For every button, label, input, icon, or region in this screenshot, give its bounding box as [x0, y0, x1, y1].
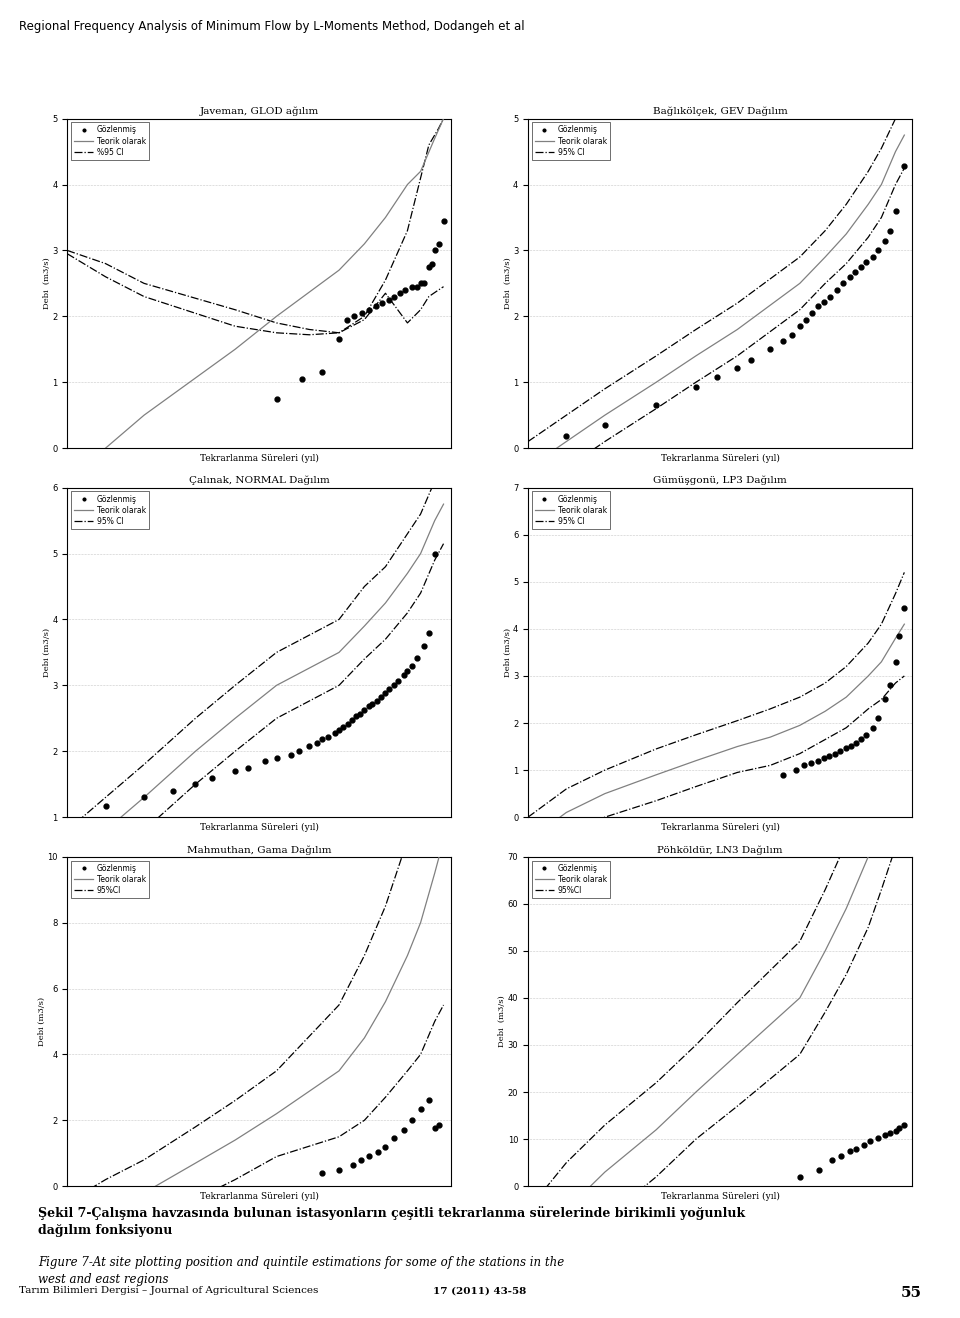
X-axis label: Tekrarlanma Süreleri (yıl): Tekrarlanma Süreleri (yıl) [660, 453, 780, 463]
X-axis label: Tekrarlanma Süreleri (yıl): Tekrarlanma Süreleri (yıl) [200, 1191, 319, 1201]
Title: Gümüşgonü, LP3 Dağılım: Gümüşgonü, LP3 Dağılım [653, 476, 787, 485]
Title: Javeman, GLOD ağılım: Javeman, GLOD ağılım [200, 107, 319, 116]
Text: Figure 7-At site plotting position and quintile estimations for some of the stat: Figure 7-At site plotting position and q… [38, 1256, 564, 1286]
Text: Şekil 7-Çalışma havzasında bulunan istasyonların çeşitli tekrarlanma sürelerinde: Şekil 7-Çalışma havzasında bulunan istas… [38, 1206, 746, 1236]
Title: Çalınak, NORMAL Dağılım: Çalınak, NORMAL Dağılım [189, 476, 329, 485]
Text: Regional Frequency Analysis of Minimum Flow by L-Moments Method, Dodangeh et al: Regional Frequency Analysis of Minimum F… [19, 20, 525, 33]
X-axis label: Tekrarlanma Süreleri (yıl): Tekrarlanma Süreleri (yıl) [200, 822, 319, 832]
Y-axis label: Debi  (m3/s): Debi (m3/s) [498, 995, 506, 1048]
Legend: Gözlenmiş, Teorik olarak, 95%CI: Gözlenmiş, Teorik olarak, 95%CI [71, 861, 149, 898]
X-axis label: Tekrarlanma Süreleri (yıl): Tekrarlanma Süreleri (yıl) [200, 453, 319, 463]
Y-axis label: Debi (m3/s): Debi (m3/s) [42, 627, 51, 677]
Y-axis label: Debi (m3/s): Debi (m3/s) [37, 996, 45, 1046]
X-axis label: Tekrarlanma Süreleri (yıl): Tekrarlanma Süreleri (yıl) [660, 822, 780, 832]
Y-axis label: Debi  (m3/s): Debi (m3/s) [42, 257, 51, 310]
Legend: Gözlenmiş, Teorik olarak, 95% CI: Gözlenmiş, Teorik olarak, 95% CI [532, 492, 610, 529]
Text: 55: 55 [900, 1286, 922, 1301]
Y-axis label: Debi  (m3/s): Debi (m3/s) [503, 257, 512, 310]
Legend: Gözlenmiş, Teorik olarak, %95 CI: Gözlenmiş, Teorik olarak, %95 CI [71, 123, 149, 159]
Text: Tarım Bilimleri Dergisi – Journal of Agricultural Sciences: Tarım Bilimleri Dergisi – Journal of Agr… [19, 1286, 319, 1296]
Text: 17 (2011) 43-58: 17 (2011) 43-58 [433, 1286, 527, 1296]
X-axis label: Tekrarlanma Süreleri (yıl): Tekrarlanma Süreleri (yıl) [660, 1191, 780, 1201]
Legend: Gözlenmiş, Teorik olarak, 95%CI: Gözlenmiş, Teorik olarak, 95%CI [532, 861, 610, 898]
Y-axis label: Debi (m3/s): Debi (m3/s) [503, 627, 512, 677]
Legend: Gözlenmiş, Teorik olarak, 95% CI: Gözlenmiş, Teorik olarak, 95% CI [532, 123, 610, 159]
Title: Bağlıkölçek, GEV Dağılım: Bağlıkölçek, GEV Dağılım [653, 107, 787, 116]
Title: Pöhköldür, LN3 Dağılım: Pöhköldür, LN3 Dağılım [658, 845, 782, 854]
Legend: Gözlenmiş, Teorik olarak, 95% CI: Gözlenmiş, Teorik olarak, 95% CI [71, 492, 149, 529]
Title: Mahmuthan, Gama Dağılım: Mahmuthan, Gama Dağılım [187, 845, 331, 854]
